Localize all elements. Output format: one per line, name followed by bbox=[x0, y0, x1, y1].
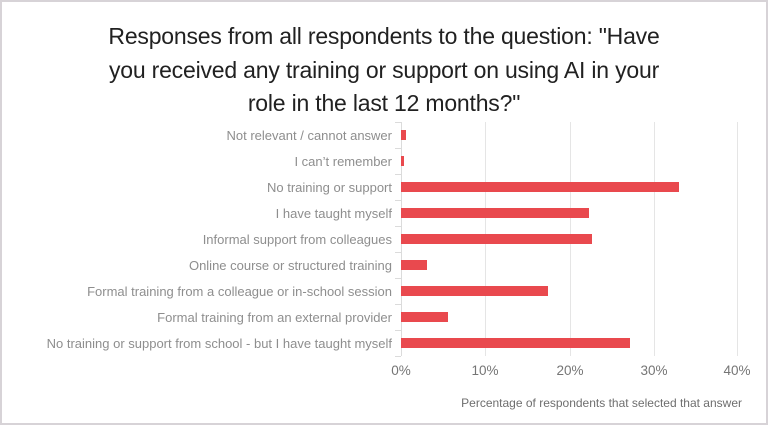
bar-row bbox=[401, 174, 738, 200]
category-label: Formal training from an external provide… bbox=[157, 309, 392, 325]
bars bbox=[401, 122, 738, 356]
y-axis-tick bbox=[395, 356, 401, 357]
category-label: Formal training from a colleague or in-s… bbox=[87, 283, 392, 299]
bar-row bbox=[401, 252, 738, 278]
y-axis-tick bbox=[395, 148, 401, 149]
y-axis-tick bbox=[395, 330, 401, 331]
x-axis-tick-labels: 0% 10% 20% 30% 40% bbox=[2, 363, 766, 381]
y-axis-tick bbox=[395, 174, 401, 175]
chart-title-line-1: Responses from all respondents to the qu… bbox=[108, 23, 660, 49]
x-axis-title: Percentage of respondents that selected … bbox=[461, 396, 742, 410]
bar-row bbox=[401, 330, 738, 356]
x-tick-label: 20% bbox=[556, 363, 584, 378]
plot-area bbox=[395, 122, 738, 357]
bar-row bbox=[401, 122, 738, 148]
x-tick-label: 10% bbox=[471, 363, 499, 378]
gridline bbox=[654, 122, 655, 356]
bar bbox=[401, 208, 589, 218]
bar bbox=[401, 260, 428, 270]
y-axis-tick bbox=[395, 200, 401, 201]
y-axis-tick bbox=[395, 226, 401, 227]
y-axis-tick bbox=[395, 304, 401, 305]
category-label: No training or support from school - but… bbox=[46, 335, 392, 351]
bar-row bbox=[401, 148, 738, 174]
bar bbox=[401, 182, 679, 192]
x-tick-label: 30% bbox=[640, 363, 668, 378]
category-label: I have taught myself bbox=[275, 205, 392, 221]
y-axis-tick bbox=[395, 122, 401, 123]
bar-row bbox=[401, 200, 738, 226]
y-axis-tick bbox=[395, 278, 401, 279]
x-tick-label: 0% bbox=[391, 363, 411, 378]
x-tick-label: 40% bbox=[723, 363, 751, 378]
bar-row bbox=[401, 278, 738, 304]
category-label: Informal support from colleagues bbox=[202, 231, 392, 247]
bar-row bbox=[401, 226, 738, 252]
bar bbox=[401, 312, 449, 322]
bar bbox=[401, 130, 407, 140]
bar bbox=[401, 338, 631, 348]
gridline bbox=[737, 122, 738, 356]
category-label: Not relevant / cannot answer bbox=[226, 127, 392, 143]
bar bbox=[401, 234, 593, 244]
bar bbox=[401, 156, 405, 166]
category-label: I can’t remember bbox=[294, 153, 392, 169]
y-axis-tick bbox=[395, 252, 401, 253]
bar-row bbox=[401, 304, 738, 330]
chart-title: Responses from all respondents to the qu… bbox=[2, 20, 766, 121]
bar bbox=[401, 286, 549, 296]
category-label: No training or support bbox=[266, 179, 392, 195]
category-labels: Not relevant / cannot answer I can’t reme… bbox=[2, 122, 392, 356]
chart-title-line-2: you received any training or support on … bbox=[108, 56, 660, 83]
category-label: Online course or structured training bbox=[188, 257, 392, 273]
chart-title-line-3: role in the last 12 months?" bbox=[247, 90, 521, 116]
